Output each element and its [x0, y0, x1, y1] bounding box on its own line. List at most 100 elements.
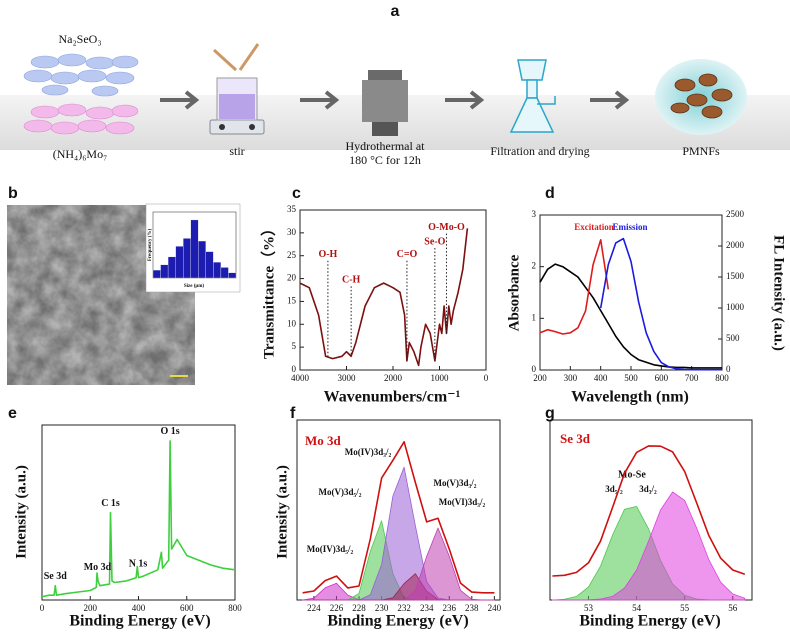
y-tick-label: 0 — [292, 364, 297, 374]
x-tick-label: 800 — [228, 603, 242, 613]
bar — [167, 256, 176, 279]
x-tick-label: 500 — [624, 373, 638, 383]
pmnfs — [655, 59, 747, 135]
y2-tick-label: 2000 — [726, 240, 745, 250]
molybdate-discs — [23, 103, 139, 135]
series-label: Excitation — [574, 222, 614, 232]
x-tick-label: 226 — [330, 603, 344, 613]
y-tick-label: 2 — [532, 261, 537, 271]
step-label: stir — [229, 144, 244, 158]
line — [41, 440, 236, 598]
scheme: a — [0, 3, 790, 167]
x-tick-label: 0 — [484, 373, 489, 383]
x-tick-label: 4000 — [291, 373, 310, 383]
y-tick-label: 30 — [287, 227, 297, 237]
panel-label: b — [8, 185, 18, 202]
panel-label: c — [292, 185, 301, 202]
filtration-flask — [509, 59, 556, 133]
y-axis-label: Intensity (a.u.) — [274, 465, 290, 559]
step-label: Filtration and drying — [490, 144, 589, 158]
y-axis-label: Frequency (%) — [148, 229, 153, 262]
annotation: Mo 3d — [84, 562, 112, 573]
reagent-label: Na₂SeO₃ — [58, 32, 101, 46]
x-tick-label: 56 — [728, 603, 738, 613]
series-label: Mo(V)3d₃/₂ — [434, 478, 477, 488]
x-axis-label: Wavenumbers/cm⁻¹ — [324, 389, 461, 406]
line — [539, 263, 722, 369]
annotation: C-H — [342, 275, 361, 286]
y2-tick-label: 1000 — [726, 302, 745, 312]
y-tick-label: 35 — [287, 204, 297, 214]
y-tick-label: 15 — [287, 295, 297, 305]
x-tick-label: 200 — [84, 603, 98, 613]
bar — [205, 251, 214, 279]
chart-title: Mo 3d — [305, 433, 342, 448]
y-tick-label: 25 — [287, 250, 297, 260]
panel-label: e — [8, 405, 17, 422]
bar — [213, 262, 222, 279]
series-label: 3d₅/₂ — [605, 484, 623, 494]
bar — [220, 267, 229, 279]
annotation: C=O — [397, 249, 418, 260]
line — [552, 445, 746, 577]
x-tick-label: 400 — [594, 373, 608, 383]
annotation: Se-O — [424, 236, 445, 247]
x-tick-label: 230 — [375, 603, 389, 613]
arrows — [160, 90, 630, 110]
y-tick-label: 3 — [532, 209, 537, 219]
bar — [198, 240, 206, 279]
x-tick-label: 600 — [655, 373, 669, 383]
annotation: C 1s — [101, 498, 120, 509]
series-label: Mo(IV)3d₅/₂ — [307, 544, 354, 554]
bar — [190, 219, 199, 279]
x-axis-label: Binding Energy (eV) — [579, 613, 720, 630]
x-tick-label: 238 — [465, 603, 479, 613]
autoclave — [362, 70, 408, 136]
annotation: O-H — [318, 249, 337, 260]
x-tick-label: 300 — [564, 373, 578, 383]
annotation: Mo-Se — [618, 469, 646, 480]
area — [552, 491, 746, 601]
bar — [175, 246, 184, 279]
panel-label: a — [391, 3, 400, 20]
series-label: Mo(VI)3d₃/₂ — [439, 497, 486, 507]
x-tick-label: 2000 — [384, 373, 403, 383]
line — [539, 239, 610, 335]
x-tick-label: 600 — [180, 603, 194, 613]
x-tick-label: 224 — [307, 603, 321, 613]
x-axis-label: Binding Energy (eV) — [327, 613, 468, 630]
step-label: Hydrothermal at — [346, 139, 426, 153]
x-tick-label: 53 — [584, 603, 594, 613]
x-axis-label: Size (μm) — [184, 284, 205, 289]
y-tick-label: 5 — [292, 341, 297, 351]
bar — [152, 269, 161, 279]
annotation: N 1s — [129, 559, 148, 570]
y-tick-label: 1 — [532, 312, 537, 322]
y-tick-label: 10 — [287, 318, 297, 328]
reagent-label: (NH₄)₆Mo₇ — [53, 147, 108, 161]
panel-label: d — [545, 185, 555, 202]
bar — [228, 272, 237, 279]
x-tick-label: 232 — [397, 603, 411, 613]
y2-tick-label: 500 — [726, 333, 740, 343]
x-axis-label: Wavelength (nm) — [571, 389, 689, 406]
sem-panel: b — [7, 185, 241, 385]
series-label: Emission — [612, 222, 647, 232]
x-tick-label: 0 — [40, 603, 45, 613]
y2-tick-label: 0 — [726, 364, 731, 374]
x-tick-label: 228 — [352, 603, 366, 613]
x-tick-label: 800 — [715, 373, 729, 383]
stirrer — [209, 43, 265, 135]
y-axis-label: Transmittance（%） — [259, 221, 277, 359]
x-tick-label: 3000 — [338, 373, 357, 383]
x-tick-label: 240 — [488, 603, 502, 613]
x-tick-label: 1000 — [431, 373, 450, 383]
series-label: Mo(IV)3d₃/₂ — [345, 447, 392, 457]
annotation: Se 3d — [44, 571, 68, 582]
line — [299, 228, 469, 367]
x-axis-label: Binding Energy (eV) — [69, 613, 210, 630]
series-label: Mo(V)3d₅/₂ — [319, 487, 362, 497]
panel-label: g — [545, 405, 555, 422]
series-label: 3d₃/₂ — [639, 484, 657, 494]
